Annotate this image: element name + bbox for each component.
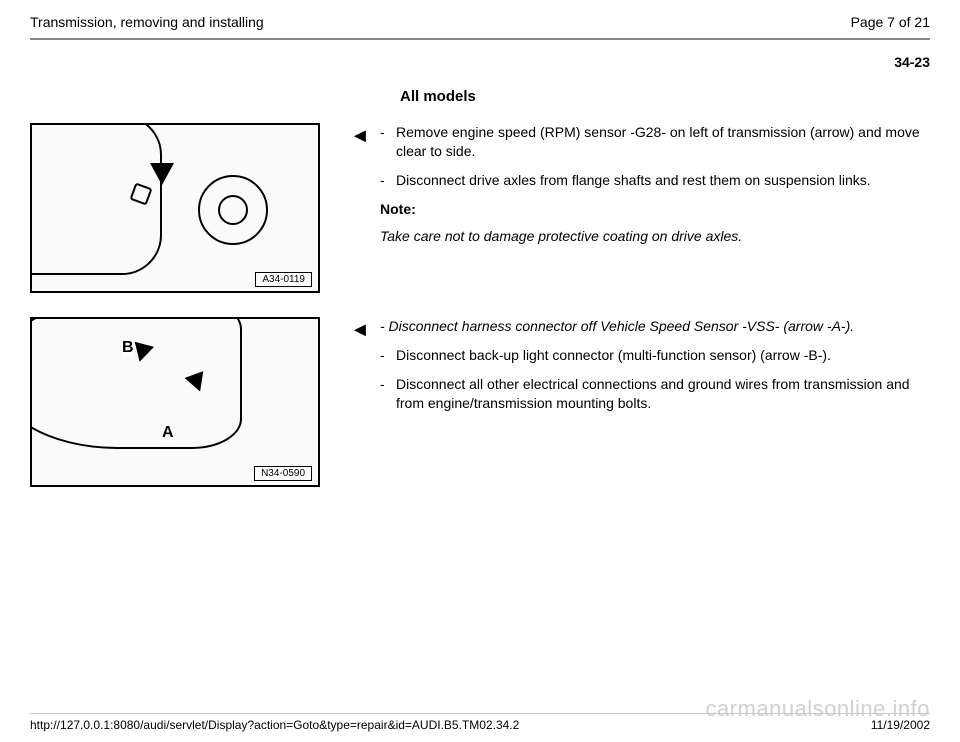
header-separator xyxy=(30,38,930,40)
list-item: - Disconnect back-up light connector (mu… xyxy=(380,346,930,365)
instruction-text: Disconnect all other electrical connecti… xyxy=(396,375,930,413)
instruction-text: Disconnect drive axles from flange shaft… xyxy=(396,171,871,190)
figure-1-label: A34-0119 xyxy=(255,272,312,287)
bullet-dash: - xyxy=(380,123,396,161)
list-item: - Disconnect all other electrical connec… xyxy=(380,375,930,413)
figure-column: A B N34-0590 xyxy=(30,317,350,487)
pointer-icon: ◄ xyxy=(350,123,380,148)
instruction-text: Remove engine speed (RPM) sensor -G28- o… xyxy=(396,123,930,161)
instruction-block-1: A34-0119 ◄ - Remove engine speed (RPM) s… xyxy=(30,123,930,293)
instruction-text-italic: - Disconnect harness connector off Vehic… xyxy=(380,317,930,336)
note-body: Take care not to damage protective coati… xyxy=(380,227,930,246)
footer-date: 11/19/2002 xyxy=(871,718,930,732)
list-item: - Remove engine speed (RPM) sensor -G28-… xyxy=(380,123,930,161)
footer-bar: http://127.0.0.1:8080/audi/servlet/Displ… xyxy=(30,713,930,732)
text-column-2: - Disconnect harness connector off Vehic… xyxy=(380,317,930,423)
figure-2-marker-b: B xyxy=(122,339,134,357)
bullet-dash: - xyxy=(380,375,396,413)
bullet-dash: - xyxy=(380,171,396,190)
instruction-block-2: A B N34-0590 ◄ - Disconnect harness conn… xyxy=(30,317,930,487)
footer-url: http://127.0.0.1:8080/audi/servlet/Displ… xyxy=(30,718,519,732)
figure-2: A B N34-0590 xyxy=(30,317,320,487)
figure-column: A34-0119 xyxy=(30,123,350,293)
header-bar: Transmission, removing and installing Pa… xyxy=(30,14,930,30)
bullet-dash: - xyxy=(380,346,396,365)
document-page: Transmission, removing and installing Pa… xyxy=(0,0,960,742)
figure-1: A34-0119 xyxy=(30,123,320,293)
doc-title: Transmission, removing and installing xyxy=(30,14,264,30)
note-heading: Note: xyxy=(380,200,930,219)
page-indicator: Page 7 of 21 xyxy=(851,14,930,30)
figure-2-label: N34-0590 xyxy=(254,466,312,481)
instruction-text: Disconnect back-up light connector (mult… xyxy=(396,346,831,365)
text-column-1: - Remove engine speed (RPM) sensor -G28-… xyxy=(380,123,930,251)
section-code: 34-23 xyxy=(30,54,930,70)
figure-2-marker-a: A xyxy=(162,424,174,442)
list-item: - Disconnect drive axles from flange sha… xyxy=(380,171,930,190)
section-heading: All models xyxy=(400,88,930,105)
pointer-icon: ◄ xyxy=(350,317,380,342)
